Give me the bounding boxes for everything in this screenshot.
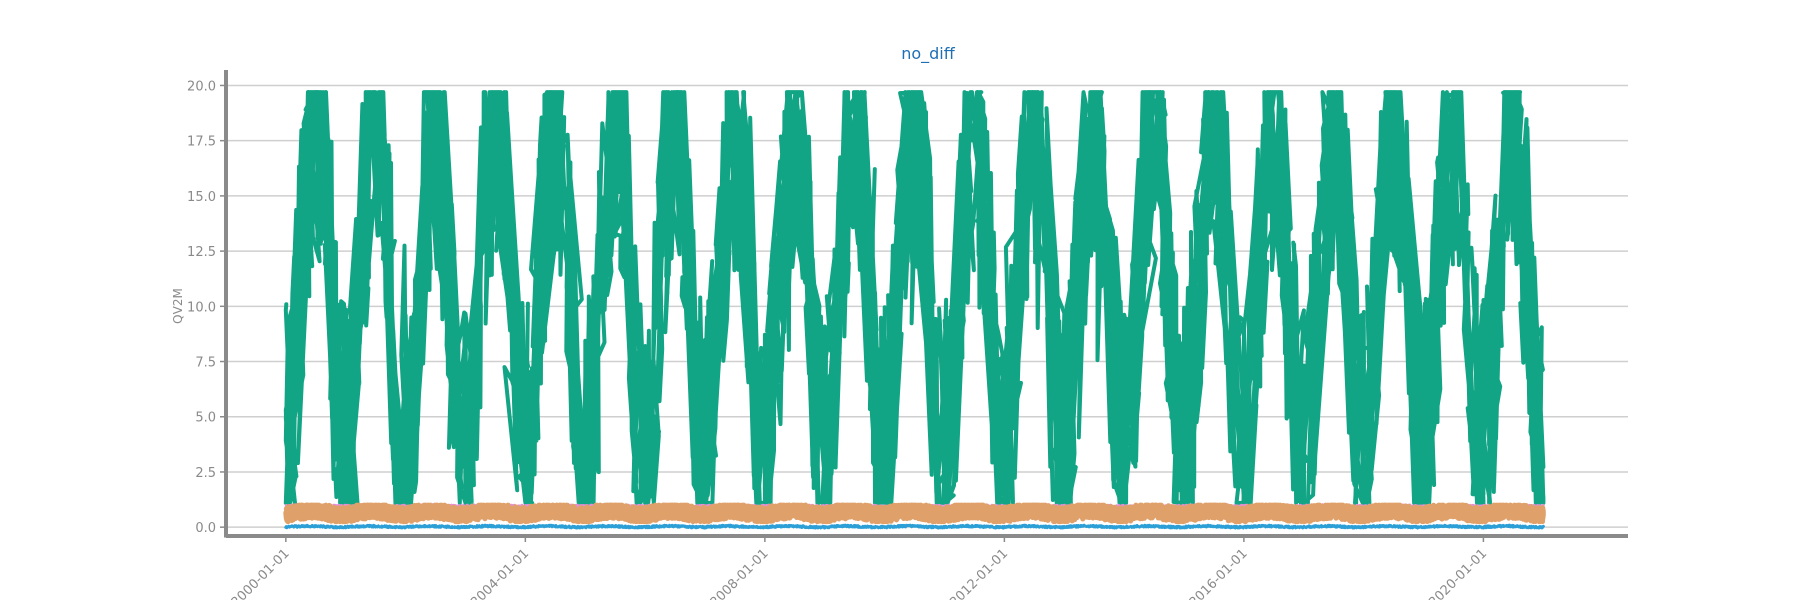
series-line-QV2M — [1122, 90, 1187, 505]
series-line-series_2 — [1181, 502, 1247, 525]
series-line-QV2M — [283, 90, 348, 505]
series-line-series_2 — [522, 502, 588, 525]
x-ticks: 2000-01-01 2004-01-01 2008-01-01 2012-01-01… — [229, 536, 1490, 600]
series-line-QV2M — [403, 90, 468, 505]
series-line-series_2 — [1121, 502, 1187, 525]
series-layer — [283, 90, 1546, 530]
series-line-series_2 — [1361, 502, 1427, 525]
y-axis-label: QV2M — [171, 288, 185, 324]
series-line-series_2 — [702, 502, 768, 525]
series-line-QV2M — [942, 90, 1007, 505]
x-tick-label: 2004-01-01 — [468, 546, 532, 600]
series-line-series_4 — [584, 523, 647, 530]
series-line-series_4 — [1063, 523, 1126, 530]
series-line-QV2M — [822, 90, 887, 505]
series-line-series_2 — [1301, 502, 1367, 525]
series-line-series_4 — [763, 523, 827, 530]
series-line-series_2 — [822, 502, 888, 525]
series-line-series_4 — [1122, 523, 1186, 530]
series-line-series_4 — [1362, 523, 1425, 530]
series-series_2 — [283, 502, 1546, 525]
series-line-series_2 — [1001, 502, 1067, 525]
series-line-series_2 — [283, 502, 349, 525]
series-line-series_4 — [823, 523, 887, 530]
series-line-series_4 — [883, 523, 947, 530]
y-tick-label: 20.0 — [187, 79, 216, 94]
series-line-series_2 — [343, 502, 409, 525]
series-line-series_4 — [524, 523, 587, 530]
series-line-series_4 — [1422, 523, 1485, 530]
series-line-series_4 — [1002, 523, 1066, 530]
series-line-series_2 — [403, 502, 468, 525]
series-series_4 — [284, 523, 1545, 530]
series-line-QV2M — [523, 90, 588, 505]
series-line-series_2 — [1241, 502, 1307, 525]
series-line-QV2M — [1182, 90, 1246, 505]
series-line-QV2M — [1361, 90, 1426, 505]
series-line-QV2M — [1301, 90, 1366, 505]
series-line-QV2M — [882, 90, 947, 505]
series-line-series_4 — [404, 523, 467, 530]
y-tick-label: 0.0 — [195, 521, 216, 536]
series-line-series_4 — [344, 523, 407, 530]
series-line-series_4 — [1482, 523, 1545, 530]
series-line-series_4 — [464, 523, 527, 530]
y-tick-label: 12.5 — [187, 245, 216, 260]
axes — [224, 70, 1628, 538]
series-line-series_2 — [582, 502, 648, 525]
series-line-series_4 — [284, 523, 348, 530]
series-line-QV2M — [703, 90, 767, 505]
series-line-series_2 — [1061, 502, 1127, 525]
y-tick-label: 5.0 — [195, 411, 216, 426]
series-line-QV2M — [1002, 90, 1067, 505]
series-QV2M — [283, 90, 1546, 505]
series-line-QV2M — [1481, 90, 1546, 505]
y-tick-label: 7.5 — [195, 356, 216, 371]
x-tick-label: 2000-01-01 — [229, 546, 293, 600]
series-line-series_4 — [643, 523, 707, 530]
x-tick-label: 2016-01-01 — [1187, 546, 1251, 600]
series-line-series_2 — [942, 502, 1007, 525]
series-line-QV2M — [762, 90, 827, 505]
x-tick-label: 2008-01-01 — [708, 546, 772, 600]
series-line-series_4 — [1242, 523, 1306, 530]
series-line-series_4 — [943, 523, 1006, 530]
series-line-series_4 — [703, 523, 767, 530]
series-line-series_2 — [1421, 502, 1486, 525]
series-line-series_2 — [762, 502, 828, 525]
y-tick-label: 17.5 — [187, 135, 216, 150]
series-line-QV2M — [463, 90, 528, 505]
x-tick-label: 2012-01-01 — [947, 546, 1011, 600]
y-tick-label: 10.0 — [187, 300, 216, 315]
series-line-QV2M — [343, 90, 408, 505]
series-line-series_4 — [1302, 523, 1365, 530]
x-tick-label: 2020-01-01 — [1426, 546, 1490, 600]
series-line-series_2 — [642, 502, 708, 525]
series-line-QV2M — [643, 90, 707, 505]
y-tick-label: 2.5 — [195, 466, 216, 481]
series-line-QV2M — [583, 90, 648, 505]
series-line-series_2 — [1481, 502, 1546, 525]
series-line-QV2M — [1421, 90, 1486, 505]
y-ticks: 0.0 2.5 5.0 7.5 10.0 12.5 15.0 17.5 20.0 — [187, 79, 226, 536]
chart-title: no_diff — [901, 44, 956, 64]
series-line-QV2M — [1242, 90, 1306, 505]
series-line-series_4 — [1182, 523, 1246, 530]
series-line-series_2 — [463, 502, 528, 525]
series-line-series_2 — [882, 502, 948, 525]
y-tick-label: 15.0 — [187, 190, 216, 205]
series-line-QV2M — [1062, 90, 1127, 505]
